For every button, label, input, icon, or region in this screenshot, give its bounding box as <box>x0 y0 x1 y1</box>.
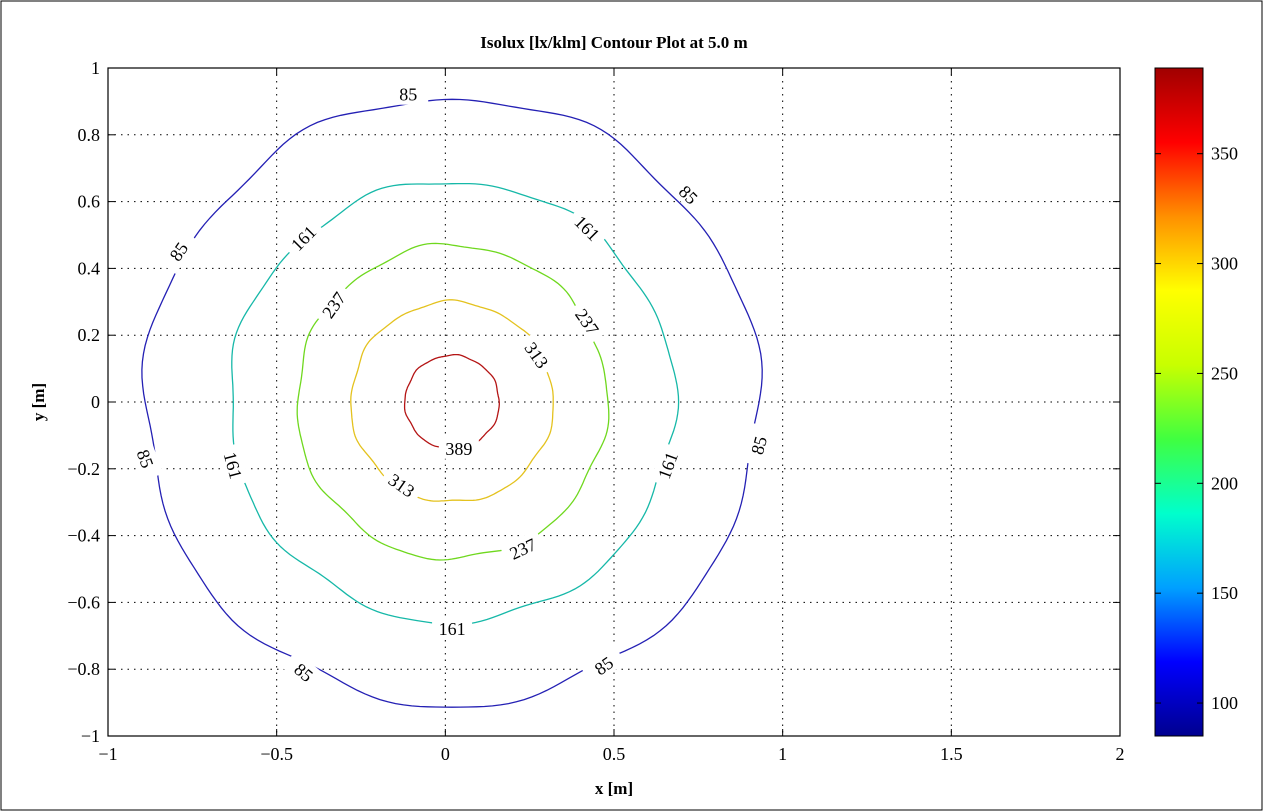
y-tick-label: 1 <box>91 58 100 78</box>
y-tick-label: −0.6 <box>67 592 100 612</box>
x-axis-label: x [m] <box>595 779 633 798</box>
colorbar-ticks: 100 150 200 250 300 350 <box>1155 144 1238 713</box>
y-tick-label: −0.4 <box>67 526 100 546</box>
contour-label-mask <box>432 617 473 640</box>
chart-title: Isolux [lx/klm] Contour Plot at 5.0 m <box>480 33 747 52</box>
y-axis-label: y [m] <box>29 383 48 421</box>
y-tick-label: −0.2 <box>67 459 100 479</box>
contour-label-mask <box>742 422 774 468</box>
colorbar-tick-label: 150 <box>1211 583 1238 603</box>
y-tick-label: −0.8 <box>67 659 100 679</box>
contour-line-313 <box>350 299 554 502</box>
x-tick-label: 0 <box>441 744 450 764</box>
contour-label-mask <box>157 228 199 274</box>
y-tick-label: 0.2 <box>78 325 101 345</box>
contour-label-mask <box>580 644 626 686</box>
x-tick-label: 1.5 <box>940 744 963 764</box>
contour-label-mask <box>565 205 610 250</box>
y-tick-label: −1 <box>81 726 100 746</box>
y-tick-label: 0 <box>91 392 100 412</box>
contour-label-mask <box>499 529 546 567</box>
contour-label-mask <box>649 442 685 488</box>
contour-line-161 <box>231 182 680 626</box>
x-tick-label: 1 <box>778 744 787 764</box>
colorbar-tick-label: 300 <box>1211 254 1238 274</box>
colorbar-tick-label: 250 <box>1211 363 1238 383</box>
colorbar-tick-label: 100 <box>1211 693 1238 713</box>
contour-label-mask <box>379 464 425 506</box>
contour-label-mask <box>388 82 429 105</box>
grid-lines <box>108 68 1120 736</box>
contour-label: 389 <box>445 439 472 459</box>
colorbar-tick-label: 200 <box>1211 473 1238 493</box>
contour-label: 161 <box>439 619 466 639</box>
contour-lines <box>128 82 774 708</box>
x-tick-label: −1 <box>98 744 117 764</box>
y-tick-label: 0.6 <box>78 192 101 212</box>
contour-label-mask <box>567 298 609 344</box>
colorbar <box>1154 67 1204 737</box>
y-tick-label: 0.4 <box>78 258 101 278</box>
contour-label-mask <box>312 281 354 328</box>
contour-label-mask <box>281 215 325 260</box>
colorbar-tick-label: 350 <box>1211 144 1238 164</box>
contour-label: 85 <box>747 434 771 457</box>
contour-label-mask <box>438 436 479 459</box>
x-tick-label: 0.5 <box>603 744 626 764</box>
contour-label: 85 <box>399 85 417 105</box>
contour-label: 85 <box>133 447 158 471</box>
contour-label-mask <box>217 443 250 488</box>
contour-label-mask <box>516 331 558 378</box>
axis-ticks: −1 −0.5 0 0.5 1 1.5 2 1 0.8 0.6 0.4 0.2 0 −0.2 −0.4 −0.… <box>67 58 1124 764</box>
y-tick-label: 0.8 <box>78 125 101 145</box>
contour-label-mask <box>667 172 711 217</box>
x-tick-label: −0.5 <box>260 744 293 764</box>
contour-label-mask <box>128 435 164 481</box>
contour-label-mask <box>281 650 327 694</box>
x-tick-label: 2 <box>1116 744 1125 764</box>
